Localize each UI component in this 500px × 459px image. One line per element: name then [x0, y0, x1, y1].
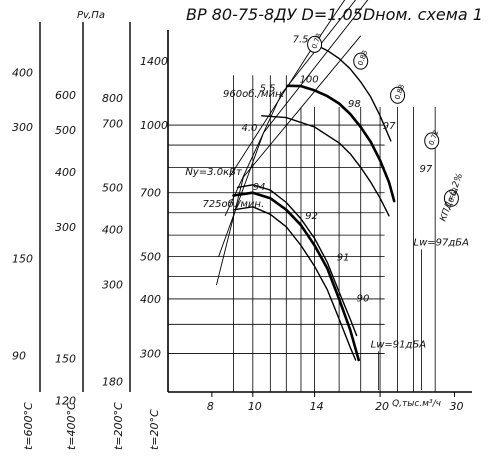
pressure-tick-label: 1000: [140, 119, 168, 132]
noise-label: Lw=97дБА: [414, 238, 470, 249]
point-label: 100: [300, 75, 319, 86]
series-line-960: [286, 84, 396, 203]
efficiency-circle: [443, 189, 459, 207]
efficiency-caption: КПД=0.2%: [439, 172, 466, 223]
pressure-tick-label: 400: [140, 293, 161, 306]
fan-curve-960: [313, 43, 392, 142]
power-line: [215, 35, 362, 286]
power-line-label: 5.5: [260, 84, 276, 95]
pressure-tick-label: 700: [102, 118, 123, 131]
point-label: 97: [383, 121, 396, 132]
pressure-tick-label: 500: [55, 124, 76, 137]
pressure-tick-label: 120: [55, 395, 76, 408]
speed-label-960: 960об./мин.: [223, 88, 285, 100]
pressure-tick-label: 700: [140, 187, 161, 200]
point-label: 91: [337, 252, 350, 263]
pressure-tick-label: 500: [140, 251, 161, 264]
power-line-label: Ny=3.0кВт: [185, 167, 243, 178]
pressure-tick-label: 90: [12, 349, 26, 362]
temperature-label: t=400°C: [65, 402, 78, 450]
temperature-label: t=200°C: [112, 402, 125, 450]
x-tick-label: 20: [375, 400, 389, 413]
point-label: 97: [420, 164, 433, 175]
pressure-tick-label: 400: [55, 166, 76, 179]
series-line-725: [232, 191, 360, 362]
x-tick-label: 30: [450, 400, 464, 413]
pressure-tick-label: 1400: [140, 55, 168, 68]
point-label: 90: [357, 293, 370, 304]
pressure-tick-label: 150: [12, 253, 33, 266]
power-line: [224, 0, 357, 216]
noise-label: Lw=91дБА: [371, 339, 427, 350]
speed-label-725: 725об./мин.: [202, 198, 264, 210]
chart-title: ВР 80-75-8ДУ D=1.05Dном. схема 1: [186, 5, 483, 24]
x-axis-label: Q,тыс.м³/ч: [392, 399, 441, 409]
x-tick-label: 10: [248, 400, 262, 413]
temperature-label: t=20°C: [148, 409, 161, 450]
efficiency-circle: [307, 35, 323, 53]
fan-curve-960: [261, 115, 390, 217]
pressure-tick-label: 600: [55, 89, 76, 102]
power-line-label: 4.0: [242, 123, 258, 134]
labels-layer: 7.5 5.5 4.0 Ny=3.0кВт 960об./мин. 725об./мин.…: [185, 32, 469, 390]
pressure-tick-label: 500: [102, 181, 123, 194]
curves-layer: [232, 43, 396, 362]
pressure-tick-label: 300: [12, 121, 33, 134]
x-tick-label: 8: [207, 400, 214, 413]
pressure-tick-label: 180: [102, 375, 123, 388]
fan-curve-725: [236, 184, 358, 337]
efficiency-circle: [390, 86, 406, 104]
power-lines-layer: [215, 0, 369, 286]
point-label: 94: [253, 182, 266, 193]
point-label: 92: [305, 211, 318, 222]
axes-layer: 300 400 500 700 1000 1400 t=20°C 180 300 400 500 70…: [12, 10, 472, 450]
pressure-tick-label: 300: [55, 221, 76, 234]
pressure-tick-label: 400: [12, 66, 33, 79]
x-tick-label: 14: [310, 400, 324, 413]
fan-curve-725: [232, 206, 357, 361]
pressure-tick-label: 300: [102, 278, 123, 291]
efficiency-circle: [353, 52, 369, 70]
pressure-tick-label: 300: [140, 348, 161, 361]
temperature-label: t=600°C: [22, 402, 35, 450]
efficiency-circle: [424, 132, 440, 150]
pressure-tick-label: 800: [102, 92, 123, 105]
point-label: 98: [348, 99, 361, 110]
pressure-tick-label: 150: [55, 352, 76, 365]
pressure-axis-label: Pv,Па: [77, 10, 105, 21]
pressure-tick-label: 400: [102, 224, 123, 237]
power-line-label: 7.5: [293, 34, 309, 45]
